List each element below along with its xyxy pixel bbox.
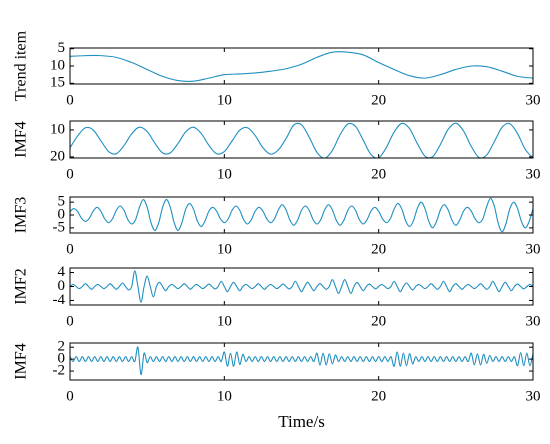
x-tick-label: 0: [66, 241, 74, 257]
y-axis-label: IMF3: [13, 197, 30, 233]
y-tick-label: 0: [58, 278, 66, 294]
y-tick-label: 4: [58, 264, 66, 280]
axes-box: [69, 342, 534, 381]
signal-line: [70, 270, 533, 303]
x-tick-label: 30: [526, 241, 541, 257]
y-tick-label: 20: [50, 148, 65, 164]
x-tick-label: 30: [526, 388, 541, 404]
x-tick-label: 10: [217, 166, 232, 182]
y-tick-label: -5: [53, 219, 66, 235]
x-tick-label: 30: [526, 313, 541, 329]
y-tick-label: 10: [50, 57, 65, 73]
y-tick-label: 10: [50, 121, 65, 137]
signal-line: [70, 197, 533, 233]
y-tick-label: -2: [53, 362, 66, 378]
x-tick-label: 20: [371, 241, 386, 257]
x-tick-label: 20: [371, 313, 386, 329]
y-axis-label: IMF2: [13, 268, 30, 304]
x-tick-label: 10: [217, 92, 232, 108]
signal-line: [70, 51, 533, 82]
signal-line: [70, 346, 533, 376]
axes-box: [69, 120, 534, 159]
x-tick-label: 0: [66, 313, 74, 329]
x-tick-label: 20: [371, 388, 386, 404]
x-tick-label: 30: [526, 92, 541, 108]
x-axis-label: Time/s: [278, 412, 325, 431]
x-tick-label: 0: [66, 388, 74, 404]
y-axis-label: Trend item: [13, 30, 30, 101]
signal-line: [70, 122, 533, 158]
x-tick-label: 20: [371, 166, 386, 182]
x-tick-label: 20: [371, 92, 386, 108]
y-tick-label: 5: [58, 194, 66, 210]
y-tick-label: -4: [53, 292, 66, 308]
y-tick-label: 15: [50, 75, 65, 91]
x-tick-label: 0: [66, 166, 74, 182]
x-tick-label: 10: [217, 388, 232, 404]
x-tick-label: 30: [526, 166, 541, 182]
x-tick-label: 10: [217, 313, 232, 329]
y-tick-label: 5: [58, 40, 66, 56]
y-tick-label: 0: [58, 206, 66, 222]
x-tick-label: 10: [217, 241, 232, 257]
y-tick-label: 0: [58, 351, 66, 367]
x-tick-label: 0: [66, 92, 74, 108]
y-tick-label: 2: [58, 339, 66, 355]
y-axis-label: IMF4: [13, 343, 30, 379]
y-axis-label: IMF4: [13, 121, 30, 157]
